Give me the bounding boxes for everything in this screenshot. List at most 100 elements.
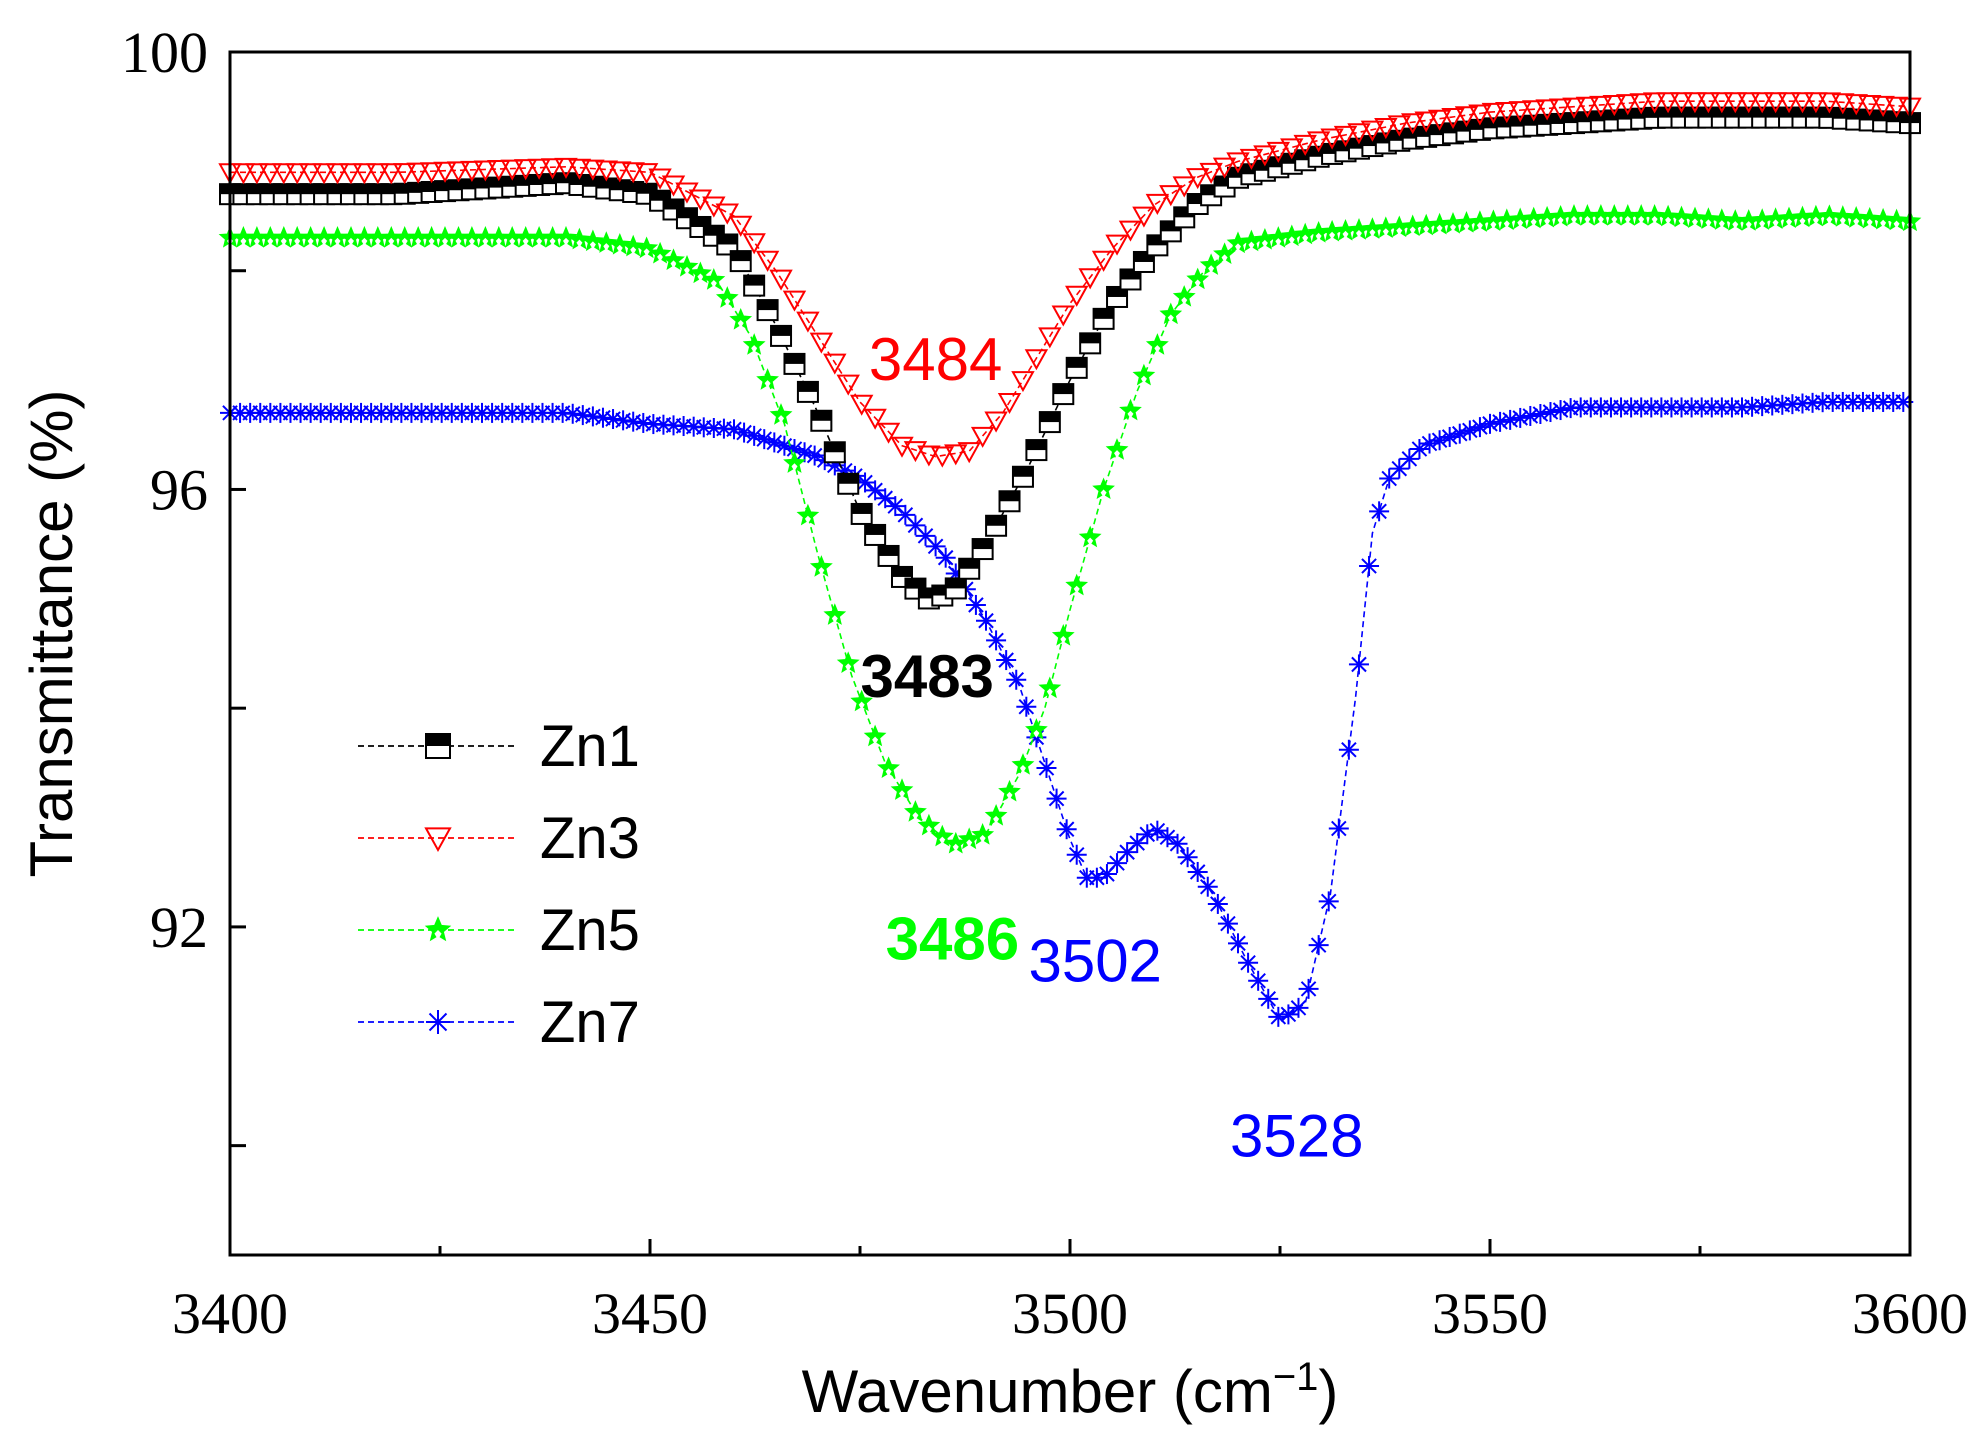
data-point — [944, 577, 967, 600]
data-point — [1320, 128, 1344, 150]
data-point — [729, 215, 753, 237]
data-point — [1737, 92, 1761, 114]
data-point — [769, 269, 793, 291]
legend-item-zn1: Zn1 — [358, 714, 640, 779]
data-point — [1308, 935, 1329, 956]
data-point — [1280, 138, 1304, 160]
legend-label: Zn3 — [540, 806, 640, 871]
data-point — [1105, 234, 1129, 256]
y-tick-label: 92 — [150, 895, 208, 960]
data-point — [581, 229, 605, 252]
peak-label: 3502 — [1028, 928, 1161, 995]
data-point — [1670, 205, 1693, 228]
data-point — [1629, 93, 1653, 115]
data-point — [997, 392, 1022, 415]
data-point — [1414, 111, 1438, 133]
data-point — [1831, 93, 1855, 115]
data-point — [971, 538, 994, 561]
data-point — [272, 163, 296, 185]
data-point — [1521, 100, 1546, 122]
data-point — [581, 159, 605, 181]
data-point — [1248, 970, 1269, 991]
data-point — [1469, 417, 1490, 438]
y-tick-label: 96 — [150, 457, 208, 522]
data-point — [1266, 226, 1290, 248]
legend: Zn1 Zn3 Zn5 Zn7 — [358, 714, 640, 1055]
data-point — [1298, 978, 1319, 999]
data-point — [1656, 92, 1680, 114]
data-point — [729, 250, 752, 273]
data-point — [1510, 407, 1531, 428]
data-point — [1656, 204, 1680, 227]
data-point — [1419, 433, 1440, 454]
data-point — [562, 403, 583, 424]
data-point — [1293, 222, 1317, 245]
data-point — [1207, 893, 1228, 914]
legend-item-zn3: Zn3 — [358, 806, 640, 871]
data-point — [783, 352, 806, 375]
data-point — [850, 502, 873, 525]
data-point — [1535, 99, 1559, 121]
data-point — [944, 831, 968, 854]
data-point — [957, 827, 981, 850]
data-point — [958, 557, 981, 580]
data-point — [1038, 411, 1061, 434]
data-point — [1348, 654, 1369, 675]
data-point — [567, 158, 592, 180]
data-point — [890, 778, 914, 800]
data-point — [1871, 207, 1895, 230]
data-point — [1278, 1004, 1299, 1025]
data-point — [1159, 302, 1183, 325]
data-point — [1238, 952, 1259, 973]
data-point — [1172, 176, 1196, 198]
data-point — [582, 406, 603, 427]
data-point — [971, 823, 995, 845]
data-point — [1441, 107, 1465, 130]
data-point — [1078, 525, 1102, 548]
legend-label: Zn7 — [540, 990, 640, 1055]
data-point — [608, 232, 632, 255]
data-point — [1106, 285, 1129, 308]
data-point — [1011, 371, 1035, 393]
data-point — [1817, 92, 1842, 114]
data-point — [426, 1010, 450, 1034]
axes: 3400 3450 3500 3550 3600 92 96 100 — [121, 20, 1968, 1346]
data-point — [633, 412, 654, 433]
data-point — [473, 160, 498, 182]
data-point — [1006, 669, 1027, 690]
data-point — [1025, 439, 1048, 462]
data-point — [1185, 168, 1210, 190]
data-point — [1065, 356, 1088, 379]
data-point — [1318, 891, 1339, 912]
data-point — [1199, 162, 1223, 184]
data-point — [1025, 718, 1048, 740]
data-point — [796, 380, 819, 403]
data-point — [312, 163, 336, 185]
data-point — [850, 689, 874, 712]
data-point — [1884, 96, 1909, 118]
data-point — [782, 290, 807, 312]
data-point — [1817, 204, 1841, 226]
data-point — [998, 490, 1021, 513]
data-point — [460, 160, 484, 182]
data-point — [1078, 268, 1102, 290]
data-point — [1213, 242, 1236, 264]
data-point — [1228, 933, 1248, 954]
data-point — [554, 157, 578, 179]
y-axis-title: Transmittance (%) — [18, 390, 85, 878]
data-point — [1157, 827, 1178, 848]
data-point — [996, 650, 1017, 671]
data-point — [1066, 844, 1087, 865]
data-point — [1197, 876, 1218, 897]
data-point — [836, 374, 860, 396]
data-point — [1119, 398, 1142, 421]
data-point — [1642, 92, 1667, 114]
data-point — [1096, 864, 1117, 885]
data-point — [935, 547, 956, 568]
data-point — [1036, 757, 1057, 778]
data-point — [1328, 818, 1349, 839]
data-point — [1401, 113, 1425, 135]
data-point — [917, 813, 941, 836]
data-point — [424, 827, 452, 853]
data-point — [425, 733, 451, 759]
